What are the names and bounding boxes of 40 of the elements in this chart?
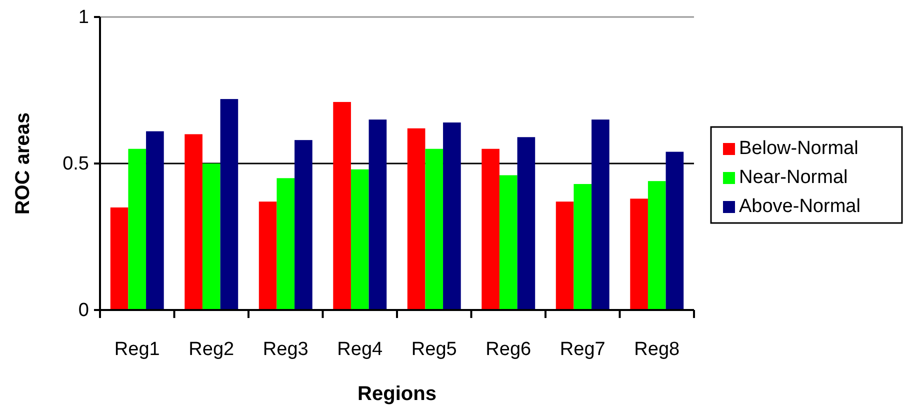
bar [648, 181, 666, 310]
bar [666, 152, 684, 310]
x-tick-label: Reg3 [262, 339, 308, 360]
bar [258, 202, 277, 310]
bar [630, 198, 648, 310]
x-tick-label: Reg4 [337, 339, 384, 360]
bar [110, 207, 128, 310]
x-axis-title: Regions [358, 383, 436, 405]
legend-label: Below-Normal [739, 138, 858, 159]
x-tick-label: Reg2 [188, 339, 234, 360]
legend-label: Near-Normal [739, 167, 848, 188]
x-tick-label: Reg7 [560, 339, 606, 360]
legend-label: Above-Normal [739, 196, 860, 217]
y-tick-label: 1 [78, 7, 89, 28]
bar [368, 120, 387, 310]
y-tick-label: 0.5 [62, 154, 89, 175]
y-axis-title: ROC areas [12, 112, 34, 215]
bar [294, 140, 312, 310]
bar [202, 164, 220, 310]
y-tick-label: 0 [78, 300, 89, 322]
bar [276, 178, 295, 310]
bar [517, 137, 536, 310]
x-tick-label: Reg6 [486, 339, 532, 360]
x-tick-label: Reg8 [634, 339, 680, 360]
bar [407, 128, 426, 310]
bar [556, 202, 574, 310]
bar [499, 175, 518, 310]
bar [184, 134, 202, 310]
bar [220, 99, 238, 310]
x-tick-label: Reg1 [114, 339, 160, 360]
bar [574, 184, 592, 310]
x-tick-label: Reg5 [411, 339, 457, 360]
bar [592, 120, 610, 310]
bar [333, 102, 351, 310]
bar [425, 148, 444, 310]
bar [128, 148, 146, 310]
bar [443, 122, 461, 310]
bar [146, 131, 164, 310]
bar [482, 148, 500, 310]
bar [350, 169, 369, 310]
